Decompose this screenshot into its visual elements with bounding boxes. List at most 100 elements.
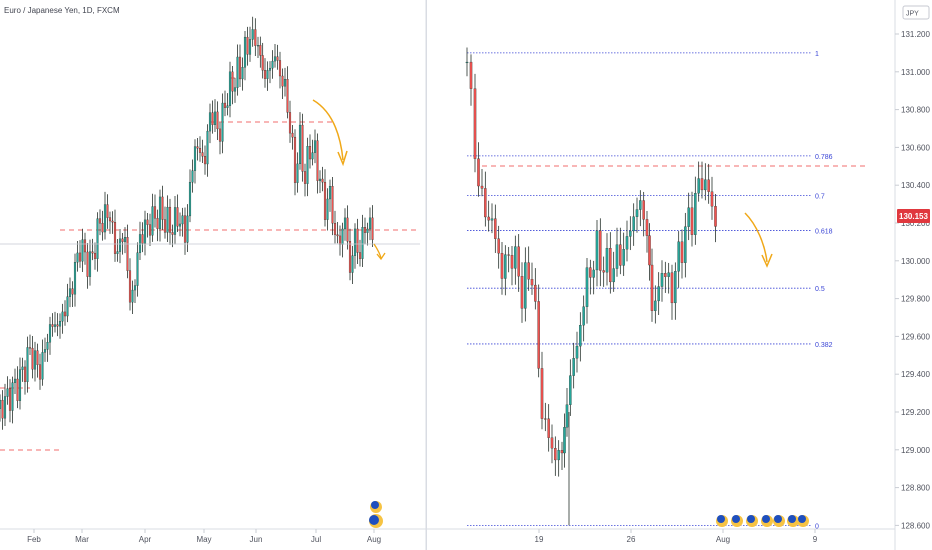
left-candle-body <box>361 227 364 259</box>
left-candle-body <box>303 171 307 184</box>
left-candle-body <box>1 399 4 419</box>
left-candle-body <box>203 156 207 165</box>
left-candle-body <box>78 252 82 262</box>
left-down-arrow-head <box>337 150 348 167</box>
right-candle-body <box>694 193 697 235</box>
right-price-axis[interactable]: 131.200 131.000 130.800 130.600 130.400 130.2… <box>895 30 930 550</box>
left-candle-body <box>188 182 192 217</box>
left-candle-body <box>243 36 247 68</box>
left-candle-body <box>333 223 337 235</box>
left-candle-body <box>28 347 32 349</box>
left-candle-body <box>51 324 54 327</box>
right-candle-body <box>660 273 664 287</box>
left-candle-body <box>318 178 322 181</box>
left-candle-body <box>128 270 132 303</box>
left-candle-body <box>8 388 12 411</box>
left-candle-body <box>206 130 209 165</box>
right-candle-body <box>602 270 605 273</box>
right-candle-body <box>550 437 554 449</box>
left-candle-body <box>351 255 354 273</box>
right-events-icons[interactable] <box>716 515 809 527</box>
left-candle-body <box>291 132 294 138</box>
right-y-tick-label: 131.200 <box>901 30 930 39</box>
symbol-legend[interactable]: Euro / Japanese Yen, 1D, FXCM <box>4 6 120 15</box>
right-currency-badge-box[interactable] <box>902 5 930 20</box>
right-x-tick-label: 19 <box>535 535 544 544</box>
right-candle-body <box>625 236 629 250</box>
left-candle-body <box>321 178 324 183</box>
left-candle-body <box>183 215 187 243</box>
left-x-tick-label: Mar <box>75 535 89 544</box>
right-y-tick-label: 129.400 <box>901 370 930 379</box>
right-candle-body <box>639 200 642 210</box>
left-x-tick-label: May <box>196 535 211 544</box>
right-candle-body <box>579 325 582 347</box>
fib-level-label: 0 <box>815 523 819 530</box>
left-candle-body <box>363 227 367 233</box>
left-candle-body <box>3 396 7 419</box>
right-candle-body <box>657 286 660 302</box>
right-price-label-box <box>897 209 930 223</box>
left-candle-body <box>268 67 272 71</box>
left-candle-body <box>236 56 239 88</box>
right-candle-body <box>465 61 469 64</box>
left-candle-body <box>251 29 254 40</box>
left-candle-body <box>348 241 352 273</box>
right-candle-body <box>622 249 625 266</box>
right-candle-body <box>615 244 619 269</box>
right-currency-badge[interactable]: JPY <box>906 11 919 18</box>
left-candle-body <box>281 75 284 87</box>
right-candle-body <box>534 284 537 302</box>
fib-level-label: 0.7 <box>815 194 825 201</box>
right-candle-body <box>714 206 717 227</box>
right-candle-body <box>514 246 517 269</box>
left-candle-body <box>131 289 134 303</box>
left-candle-body <box>278 60 282 77</box>
right-candle-body <box>609 248 612 283</box>
right-y-tick-label: 129.000 <box>901 446 930 455</box>
right-y-tick-label: 130.200 <box>901 219 930 228</box>
left-time-axis[interactable]: Feb Mar Apr May Jun Jul Aug <box>27 529 381 544</box>
left-chart-pane[interactable]: 134.500134.000133.500133.000132.500132.0… <box>0 0 426 550</box>
pane-divider[interactable] <box>426 0 427 550</box>
left-candle-body <box>36 350 39 365</box>
right-candle-body <box>530 279 534 286</box>
right-candle-body <box>487 216 490 221</box>
right-candle-body <box>500 253 504 279</box>
left-candle-body <box>93 252 97 259</box>
left-candle-body <box>211 112 214 125</box>
left-candle-body <box>16 378 19 401</box>
left-plot-area <box>0 16 420 451</box>
right-candle-body <box>477 158 480 187</box>
left-chart-canvas[interactable]: 134.500134.000133.500133.000132.500132.0… <box>0 0 426 550</box>
right-candle-body <box>575 345 579 359</box>
left-candle-body <box>21 366 24 370</box>
right-chart-pane[interactable]: 1 0.786 0.7 0.618 0.5 0.382 0 131.200 131.000 13… <box>427 0 932 550</box>
left-candle-body <box>48 324 52 343</box>
right-y-tick-label: 129.800 <box>901 295 930 304</box>
right-candle-body <box>612 268 615 283</box>
left-candle-body <box>161 196 164 220</box>
left-earnings-icon[interactable] <box>369 501 383 528</box>
left-down-arrow <box>312 99 344 161</box>
left-candle-body <box>26 347 29 382</box>
right-candle-body <box>667 272 670 277</box>
left-candle-body <box>223 102 227 108</box>
right-y-tick-label: 128.800 <box>901 484 930 493</box>
left-candle-body <box>256 45 260 47</box>
left-candle-body <box>273 56 277 62</box>
left-candle-body <box>311 152 314 160</box>
right-candle-body <box>697 178 700 194</box>
left-candle-body <box>43 349 47 353</box>
left-candle-body <box>276 56 279 61</box>
right-time-axis[interactable]: 19 26 Aug 9 <box>535 529 818 544</box>
left-candle-body <box>263 70 267 79</box>
left-candle-body <box>208 112 212 132</box>
left-candle-body <box>218 128 222 142</box>
right-candle-body <box>585 267 589 307</box>
right-y-tick-label: 129.200 <box>901 408 930 417</box>
right-candle-body <box>635 209 639 217</box>
left-x-tick-label: Aug <box>367 535 381 544</box>
